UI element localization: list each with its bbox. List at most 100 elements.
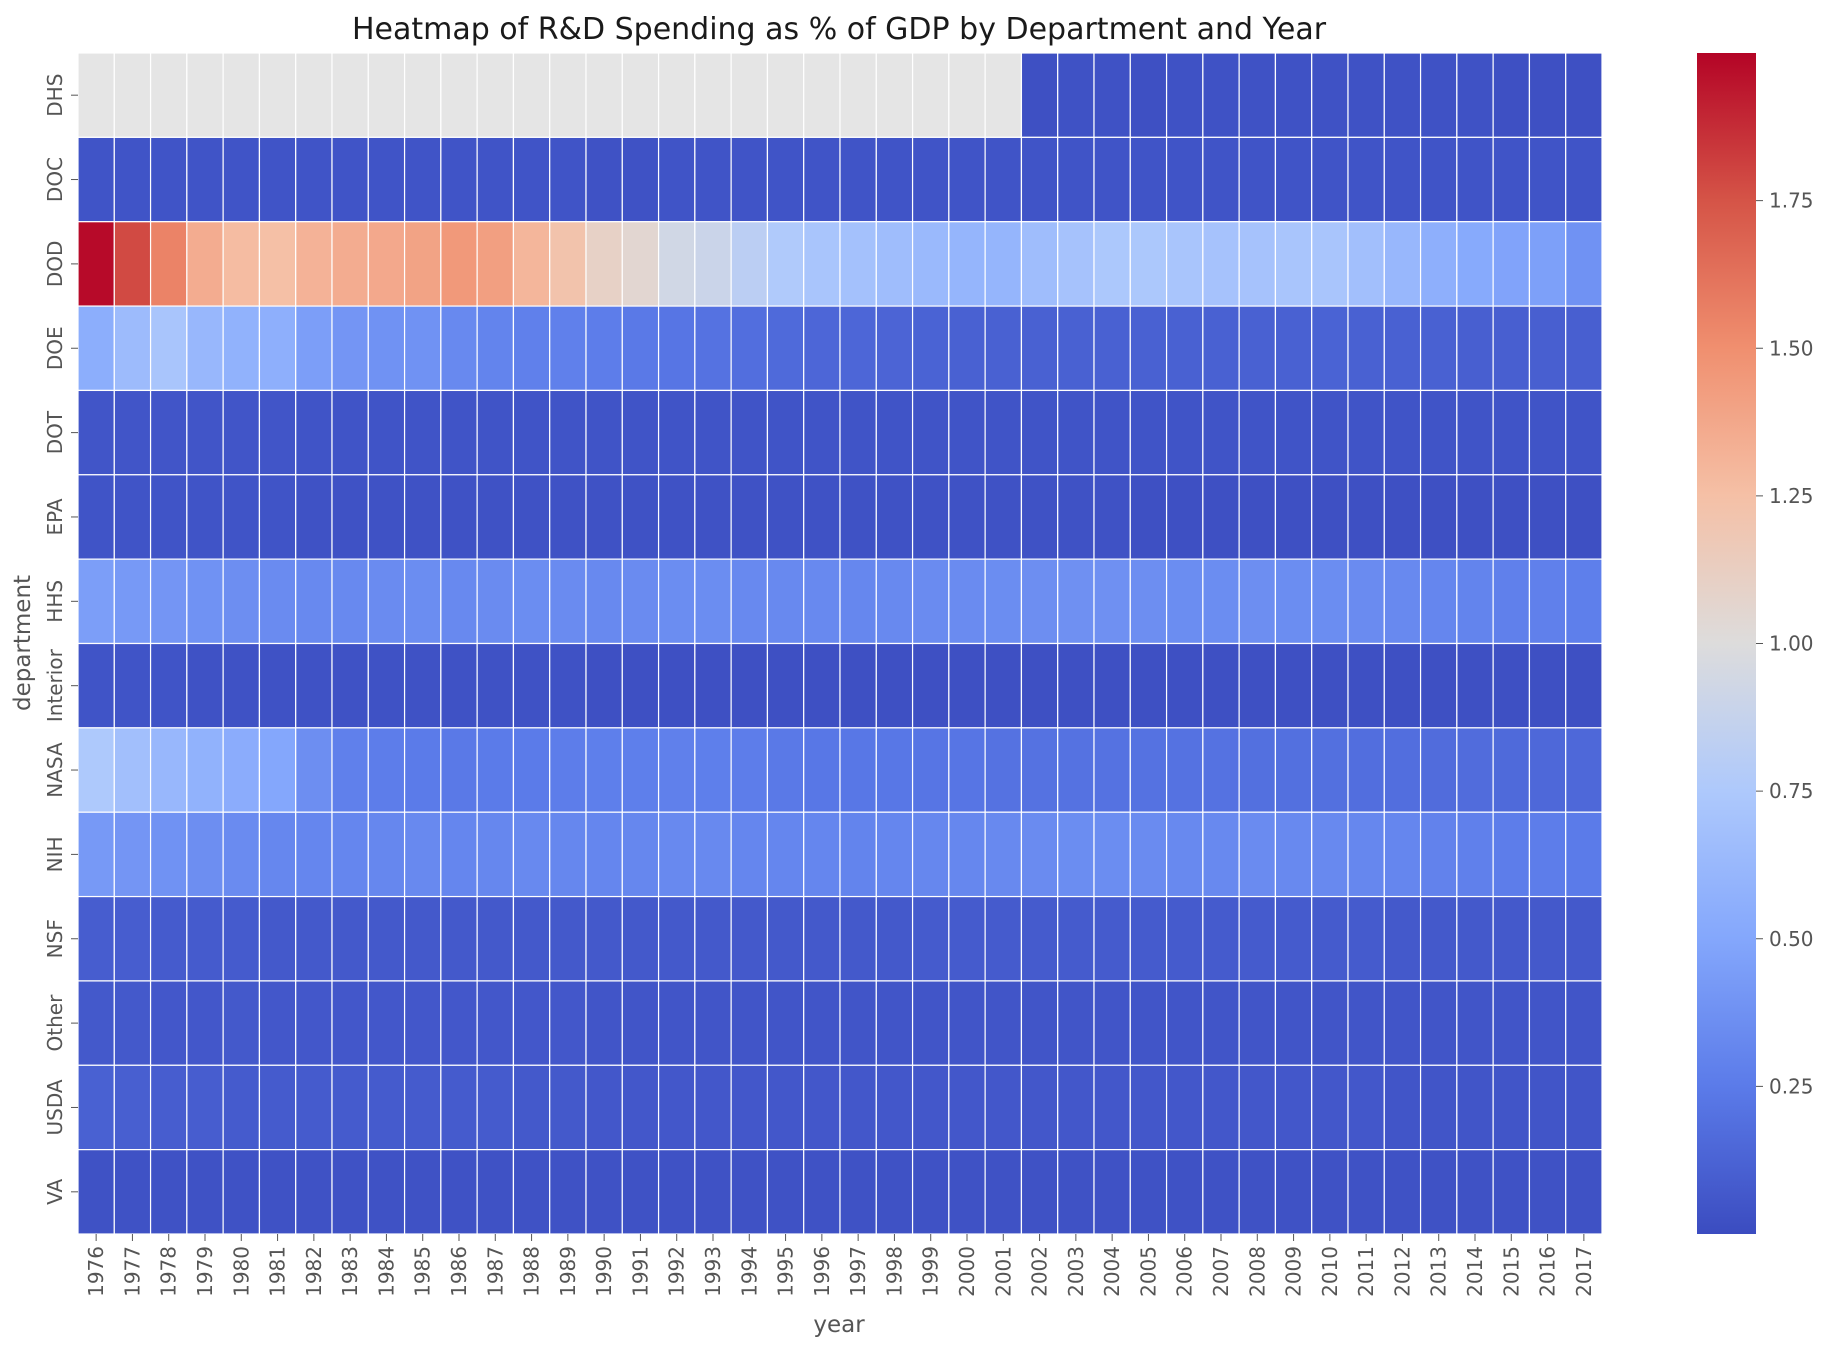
- heatmap-cell-DHS-2012: [1383, 52, 1422, 138]
- heatmap-cell-USDA-1978: [149, 1064, 188, 1151]
- heatmap-cell-DHS-2002: [1020, 52, 1059, 138]
- heatmap-cell-Other-1977: [113, 980, 152, 1066]
- heatmap-cell-USDA-1993: [694, 1064, 732, 1151]
- heatmap-cell-NASA-2007: [1202, 727, 1240, 813]
- heatmap-cell-DHS-2004: [1093, 52, 1131, 138]
- heatmap-cell-EPA-1994: [730, 474, 769, 560]
- heatmap-cell-DOC-2009: [1274, 136, 1313, 223]
- heatmap-cell-DOE-1987: [476, 305, 515, 392]
- heatmap-cell-DOD-1992: [657, 221, 696, 307]
- y-tick-label: NIH: [43, 836, 67, 872]
- heatmap-cell-DHS-2000: [948, 52, 986, 138]
- heatmap-cell-DOE-1988: [512, 305, 551, 392]
- heatmap-cell-VA-1991: [621, 1149, 660, 1235]
- heatmap-cell-HHS-1991: [621, 558, 660, 645]
- x-tick-label: 1999: [919, 1246, 943, 1297]
- heatmap-cell-Other-1994: [730, 980, 769, 1066]
- heatmap-cell-USDA-1976: [77, 1064, 115, 1151]
- heatmap-cell-HHS-2001: [984, 558, 1023, 645]
- heatmap-cell-EPA-1977: [113, 474, 152, 560]
- heatmap-cell-NASA-2014: [1456, 727, 1494, 813]
- heatmap-cell-DOE-1982: [295, 305, 333, 392]
- heatmap-cell-USDA-1985: [403, 1064, 442, 1151]
- heatmap-cell-EPA-2014: [1456, 474, 1494, 560]
- heatmap-cell-NSF-2002: [1020, 895, 1059, 982]
- x-tick-labels: 1976 1977 1978 1979 1980 1981 1982 1983 1984 1985…: [84, 1234, 1596, 1297]
- heatmap-cell-DOT-2010: [1311, 389, 1349, 476]
- heatmap-cell-NIH-2008: [1238, 811, 1277, 898]
- heatmap-cell-NASA-2015: [1492, 727, 1531, 813]
- heatmap-cell-VA-1993: [694, 1149, 732, 1235]
- heatmap-cell-USDA-1997: [839, 1064, 877, 1151]
- heatmap-cell-Other-1976: [77, 980, 115, 1066]
- y-tick-label: NASA: [43, 742, 67, 798]
- heatmap-cell-DHS-1988: [512, 52, 551, 138]
- heatmap-cell-HHS-1987: [476, 558, 515, 645]
- heatmap-cell-NSF-1991: [621, 895, 660, 982]
- x-tick-label: 1992: [665, 1246, 689, 1297]
- heatmap-cell-DOD-2016: [1528, 221, 1567, 307]
- heatmap-cell-DOD-1976: [77, 221, 115, 307]
- heatmap-cell-NSF-1992: [657, 895, 696, 982]
- heatmap-cell-Other-2017: [1565, 980, 1603, 1066]
- x-tick-label: 1977: [120, 1246, 144, 1297]
- heatmap-cell-DOT-2013: [1419, 389, 1458, 476]
- heatmap-cell-NIH-2001: [984, 811, 1023, 898]
- heatmap-cell-DHS-1978: [149, 52, 188, 138]
- heatmap-cell-HHS-1986: [440, 558, 478, 645]
- heatmap-cell-DOD-2017: [1565, 221, 1603, 307]
- heatmap-cell-DOT-2014: [1456, 389, 1494, 476]
- heatmap-cell-DOE-2015: [1492, 305, 1531, 392]
- y-tick-labels: DHS DOC DOD DOE DOT EPA HHS Interior NASA NIH NSF O…: [43, 74, 78, 1205]
- heatmap-cell-HHS-2012: [1383, 558, 1422, 645]
- heatmap-cell-Interior-1990: [585, 642, 623, 729]
- heatmap-cell-HHS-1985: [403, 558, 442, 645]
- heatmap-cell-DOC-1978: [149, 136, 188, 223]
- heatmap-cell-EPA-1986: [440, 474, 478, 560]
- heatmap-cell-USDA-1982: [295, 1064, 333, 1151]
- chart-title: Heatmap of R&D Spending as % of GDP by D…: [352, 12, 1327, 47]
- heatmap-cell-NSF-1978: [149, 895, 188, 982]
- heatmap-cell-HHS-1993: [694, 558, 732, 645]
- heatmap-cell-Other-1988: [512, 980, 551, 1066]
- heatmap-cell-DOT-1982: [295, 389, 333, 476]
- x-tick-label: 1990: [592, 1246, 616, 1297]
- heatmap-cell-HHS-2005: [1129, 558, 1168, 645]
- heatmap-cell-DOE-1992: [657, 305, 696, 392]
- heatmap-cell-Other-1984: [367, 980, 406, 1066]
- heatmap-cell-NASA-1993: [694, 727, 732, 813]
- heatmap-cell-DOT-1995: [766, 389, 805, 476]
- heatmap-cell-Interior-1997: [839, 642, 877, 729]
- heatmap-cell-HHS-1981: [258, 558, 297, 645]
- heatmap-cell-Interior-2010: [1311, 642, 1349, 729]
- heatmap-cell-NASA-1987: [476, 727, 515, 813]
- heatmap-cell-USDA-2015: [1492, 1064, 1531, 1151]
- heatmap-cell-Interior-1995: [766, 642, 805, 729]
- heatmap-cell-DHS-1985: [403, 52, 442, 138]
- heatmap-cell-DOE-2013: [1419, 305, 1458, 392]
- x-tick-label: 2000: [955, 1246, 979, 1297]
- heatmap-cell-Other-1990: [585, 980, 623, 1066]
- heatmap-cell-EPA-1995: [766, 474, 805, 560]
- heatmap-cell-NIH-1979: [186, 811, 224, 898]
- heatmap-cell-DOC-2016: [1528, 136, 1567, 223]
- colorbar-tick-label: 0.25: [1769, 1074, 1814, 1098]
- heatmap-cell-Other-2011: [1347, 980, 1385, 1066]
- heatmap-cell-DOT-2011: [1347, 389, 1385, 476]
- heatmap-cell-Interior-2011: [1347, 642, 1385, 729]
- heatmap-cell-DOT-2017: [1565, 389, 1603, 476]
- heatmap-cell-HHS-1979: [186, 558, 224, 645]
- heatmap-cell-USDA-1994: [730, 1064, 769, 1151]
- heatmap-cell-NSF-2016: [1528, 895, 1567, 982]
- x-tick-label: 1983: [338, 1246, 362, 1297]
- heatmap-cell-USDA-1998: [875, 1064, 914, 1151]
- heatmap-cell-DOD-2013: [1419, 221, 1458, 307]
- heatmap-cell-VA-1998: [875, 1149, 914, 1235]
- heatmap-cell-HHS-2009: [1274, 558, 1313, 645]
- heatmap-cell-NSF-1984: [367, 895, 406, 982]
- heatmap-cell-Other-2006: [1165, 980, 1204, 1066]
- heatmap-cell-Interior-2012: [1383, 642, 1422, 729]
- heatmap-cell-Other-1981: [258, 980, 297, 1066]
- heatmap-cell-USDA-2014: [1456, 1064, 1494, 1151]
- heatmap-cell-NIH-1998: [875, 811, 914, 898]
